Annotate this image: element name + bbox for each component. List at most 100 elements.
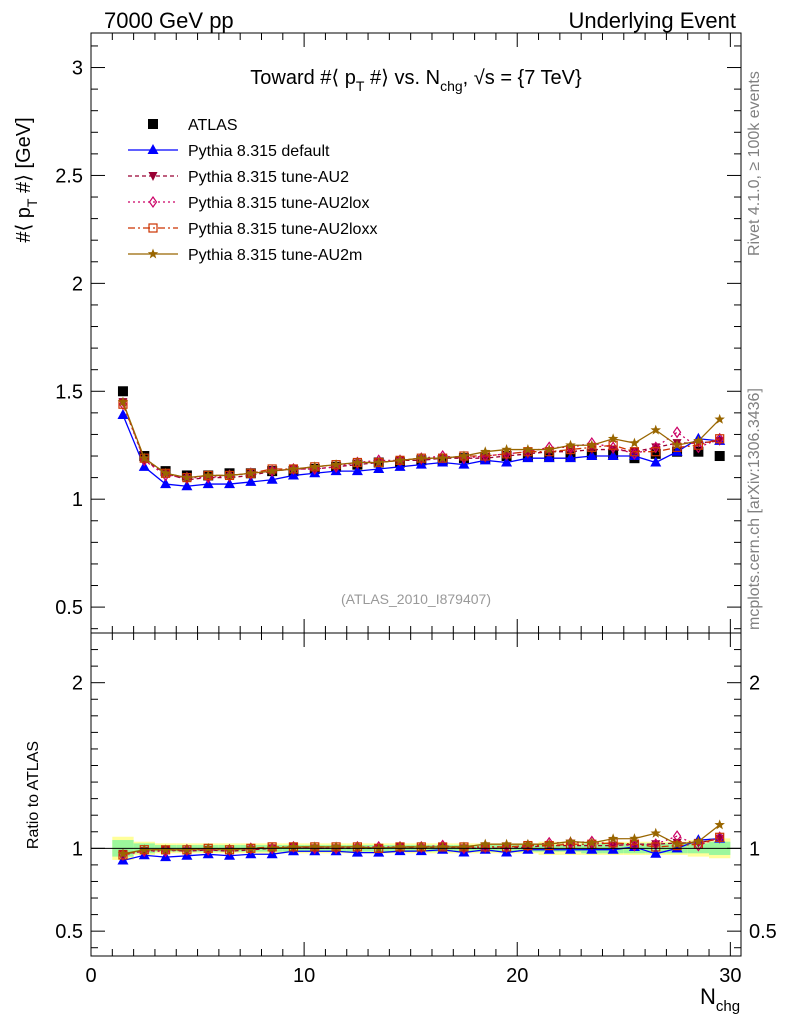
chart-title-subscript-chg: chg [440, 78, 463, 94]
legend-marker-pythia-8-315-default [147, 144, 159, 154]
ratio-point-pythia-8-315-tune-au2m-4 [202, 842, 214, 853]
ratio-point-pythia-8-315-tune-au2m-15 [437, 841, 448, 852]
series-pythia-8-315-tune-au2loxx [118, 399, 725, 483]
ratio-point-pythia-8-315-tune-au2m-14 [416, 841, 427, 852]
ratio-point-pythia-8-315-default-25 [650, 847, 662, 858]
ratio-point-pythia-8-315-tune-au2m-23 [607, 833, 619, 844]
y-tick-label-2.5: 2.5 [55, 165, 83, 187]
header-right-label: Underlying Event [568, 8, 736, 33]
y-axis-label-part-a: #⟨ p [13, 207, 35, 243]
ratio-point-pythia-8-315-tune-au2m-16 [458, 841, 470, 852]
y-tick-label-1: 1 [72, 489, 83, 511]
ratio-point-pythia-8-315-tune-au2m-22 [586, 837, 598, 848]
chart-title-part-b: #⟩ vs. N [364, 67, 440, 89]
ratio-point-pythia-8-315-tune-au2m-6 [245, 842, 257, 853]
ratio-point-pythia-8-315-tune-au2m-28 [714, 819, 725, 830]
point-pythia-8-315-default-22 [586, 450, 598, 461]
ratio-point-pythia-8-315-tune-au2m-20 [543, 838, 555, 849]
ratio-point-pythia-8-315-tune-au2m-7 [266, 842, 278, 853]
ratio-point-pythia-8-315-tune-au2m-8 [288, 841, 299, 852]
ratio-point-pythia-8-315-tune-au2-28 [715, 834, 725, 844]
point-atlas-28 [714, 451, 725, 462]
x-tick-label-0: 0 [85, 965, 96, 987]
legend: ATLAS Pythia 8.315 default Pythia 8.315 tu… [128, 117, 377, 264]
point-pythia-8-315-default-0 [117, 409, 129, 420]
ratio-point-pythia-8-315-tune-au2m-1 [139, 844, 150, 855]
point-pythia-8-315-default-7 [266, 473, 278, 484]
point-pythia-8-315-tune-au2m-11 [352, 457, 363, 467]
point-pythia-8-315-tune-au2m-6 [245, 467, 257, 478]
ratio-point-pythia-8-315-tune-au2m-3 [181, 844, 193, 855]
point-pythia-8-315-tune-au2m-19 [522, 444, 534, 454]
point-pythia-8-315-default-2 [160, 478, 172, 489]
point-pythia-8-315-default-6 [245, 475, 257, 486]
ratio-point-pythia-8-315-tune-au2m-27 [693, 836, 704, 846]
legend-label-atlas: ATLAS [188, 117, 238, 134]
point-pythia-8-315-tune-au2m-22 [586, 439, 598, 450]
ratio-point-pythia-8-315-tune-au2m-25 [650, 827, 661, 838]
x-axis-label-main: N [700, 984, 716, 1009]
legend-label-pythia-8-315-tune-au2loxx: Pythia 8.315 tune-AU2loxx [188, 221, 377, 238]
point-pythia-8-315-default-26 [671, 445, 683, 456]
point-pythia-8-315-default-25 [650, 456, 662, 467]
point-pythia-8-315-tune-au2loxx-25 [651, 447, 661, 457]
point-pythia-8-315-tune-au2m-10 [330, 459, 342, 470]
ratio-point-pythia-8-315-tune-au2loxx-28 [715, 832, 725, 842]
ratio-point-pythia-8-315-tune-au2m-17 [480, 838, 491, 849]
point-pythia-8-315-default-21 [565, 452, 577, 463]
point-pythia-8-315-default-12 [373, 462, 385, 473]
y-axis-label-subscript: T [24, 198, 40, 207]
point-pythia-8-315-tune-au2m-1 [139, 452, 150, 463]
ratio-point-pythia-8-315-tune-au2-23 [608, 841, 618, 851]
point-pythia-8-315-tune-au2lox-20 [544, 441, 554, 454]
chart-title-part-a: Toward #⟨ p [250, 67, 356, 89]
point-pythia-8-315-default-3 [181, 480, 193, 491]
ratio-point-pythia-8-315-tune-au2m-26 [671, 838, 683, 849]
point-pythia-8-315-default-23 [607, 450, 619, 461]
x-tick-label-30: 30 [719, 965, 741, 987]
ratio-axis-label: Ratio to ATLAS [25, 741, 42, 849]
x-axis-label: Nchg [700, 984, 740, 1015]
ratio-tick-label-right-1: 1 [749, 838, 760, 860]
point-pythia-8-315-default-11 [351, 465, 363, 476]
legend-label-pythia-8-315-default: Pythia 8.315 default [188, 143, 330, 160]
ratio-point-pythia-8-315-tune-au2m-21 [565, 835, 576, 846]
ratio-point-pythia-8-315-tune-au2m-9 [309, 841, 320, 852]
ratio-point-pythia-8-315-tune-au2m-2 [160, 844, 171, 855]
ratio-point-pythia-8-315-tune-au2m-13 [394, 841, 406, 852]
ratio-point-pythia-8-315-tune-au2m-5 [224, 844, 235, 855]
point-pythia-8-315-default-20 [543, 452, 555, 463]
point-pythia-8-315-tune-au2m-12 [373, 457, 384, 467]
point-pythia-8-315-tune-au2m-9 [309, 461, 320, 472]
point-pythia-8-315-tune-au2m-16 [458, 450, 470, 461]
ratio-tick-label-1: 1 [72, 838, 83, 860]
ratio-point-pythia-8-315-tune-au2lox-17 [481, 840, 490, 853]
chart-title-subscript-t: T [356, 78, 365, 94]
point-pythia-8-315-default-5 [224, 478, 236, 489]
ratio-point-pythia-8-315-tune-au2m-18 [501, 838, 512, 849]
ratio-line-pythia-8-315-tune-au2 [122, 838, 720, 855]
x-axis-label-subscript: chg [716, 998, 740, 1015]
point-pythia-8-315-tune-au2m-20 [543, 444, 555, 454]
ratio-point-pythia-8-315-tune-au2m-11 [352, 841, 363, 852]
x-tick-label-20: 20 [506, 965, 528, 987]
analysis-watermark: (ATLAS_2010_I879407) [341, 591, 491, 607]
point-pythia-8-315-tune-au2m-23 [607, 433, 619, 444]
point-pythia-8-315-tune-au2m-2 [160, 467, 171, 478]
legend-marker-atlas [148, 119, 158, 129]
point-atlas-0 [117, 386, 128, 397]
y-tick-label-1.5: 1.5 [55, 381, 83, 403]
point-pythia-8-315-tune-au2m-8 [288, 463, 299, 474]
point-pythia-8-315-tune-au2m-5 [224, 469, 235, 480]
point-pythia-8-315-tune-au2m-17 [480, 446, 491, 457]
point-pythia-8-315-tune-au2m-24 [629, 437, 640, 448]
point-pythia-8-315-tune-au2loxx-24 [629, 447, 640, 457]
y-axis-label-part-b: #⟩ [GeV] [13, 117, 35, 198]
ratio-tick-label-right-2: 2 [749, 673, 760, 695]
y-tick-label-2: 2 [72, 273, 83, 295]
ratio-panel-frame [90, 632, 742, 957]
legend-marker-pythia-8-315-tune-au2lox [148, 195, 158, 209]
x-tick-label-10: 10 [293, 965, 315, 987]
point-pythia-8-315-tune-au2m-28 [714, 413, 725, 424]
